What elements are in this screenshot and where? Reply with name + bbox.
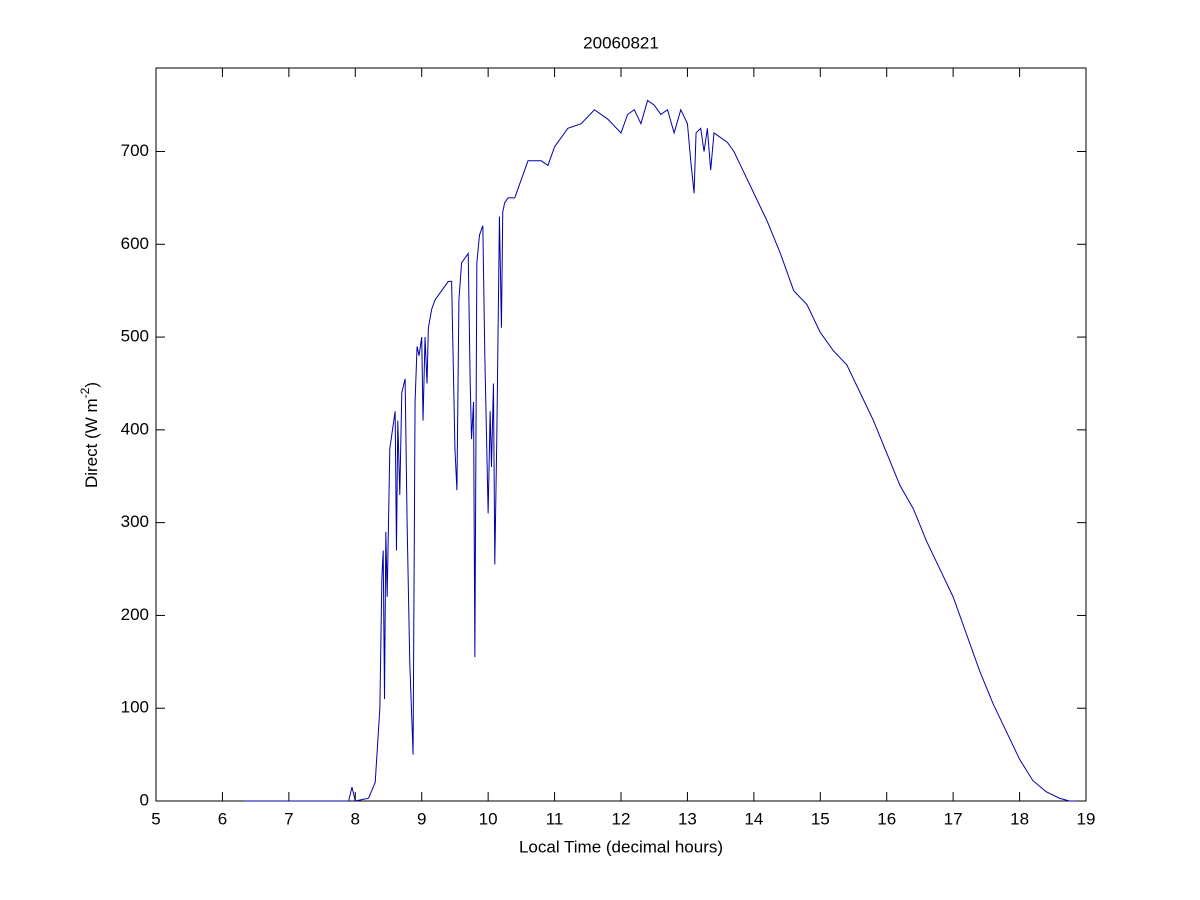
x-tick-label: 10 bbox=[479, 809, 498, 828]
y-axis-label-superscript: -2 bbox=[78, 387, 92, 398]
y-axis-label-text: ) bbox=[82, 382, 101, 388]
y-tick-label: 400 bbox=[121, 419, 149, 438]
chart-title: 20060821 bbox=[583, 33, 659, 52]
plot-area bbox=[155, 67, 1087, 802]
x-tick-label: 7 bbox=[284, 809, 293, 828]
y-tick-label: 100 bbox=[121, 698, 149, 717]
x-tick-label: 16 bbox=[877, 809, 896, 828]
x-tick-label: 19 bbox=[1077, 809, 1096, 828]
x-tick-label: 12 bbox=[612, 809, 631, 828]
x-tick-label: 15 bbox=[811, 809, 830, 828]
y-tick-label: 200 bbox=[121, 605, 149, 624]
y-axis-label: Direct (W m-2) bbox=[78, 382, 101, 488]
x-tick-label: 18 bbox=[1010, 809, 1029, 828]
x-axis-label: Local Time (decimal hours) bbox=[519, 837, 723, 856]
x-tick-label: 9 bbox=[417, 809, 426, 828]
x-tick-label: 17 bbox=[944, 809, 963, 828]
y-tick-label: 700 bbox=[121, 141, 149, 160]
x-tick-label: 5 bbox=[151, 809, 160, 828]
x-tick-label: 6 bbox=[218, 809, 227, 828]
x-tick-label: 13 bbox=[678, 809, 697, 828]
x-tick-label: 8 bbox=[351, 809, 360, 828]
y-tick-label: 600 bbox=[121, 234, 149, 253]
y-axis-label-text: Direct (W m bbox=[82, 398, 101, 488]
y-tick-label: 0 bbox=[140, 790, 149, 809]
x-tick-label: 14 bbox=[744, 809, 763, 828]
x-tick-label: 11 bbox=[546, 809, 564, 828]
y-tick-label: 500 bbox=[121, 327, 149, 346]
y-tick-label: 300 bbox=[121, 512, 149, 531]
data-line bbox=[244, 99, 1077, 802]
